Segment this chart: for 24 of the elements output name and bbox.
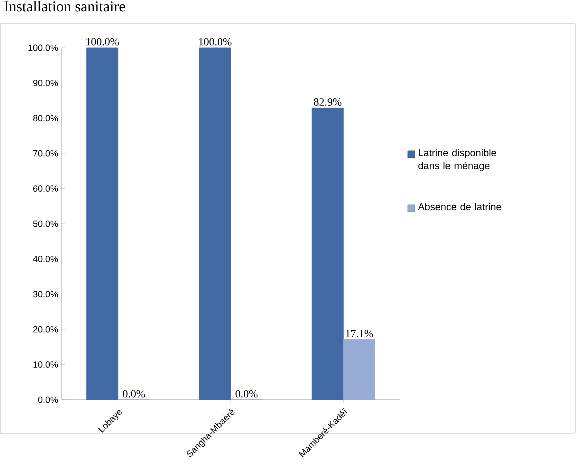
data-label: 17.1% — [346, 330, 374, 338]
data-label: 82.9% — [314, 98, 342, 106]
y-tick-label: 100.0% — [28, 44, 58, 52]
bar — [312, 108, 344, 400]
data-label: 100.0% — [199, 38, 232, 46]
bar — [199, 48, 232, 400]
y-tick-label: 0.0% — [38, 396, 58, 404]
y-tick-label: 60.0% — [34, 186, 58, 192]
chart-title: Installation sanitaire — [4, 1, 126, 12]
bar — [343, 340, 376, 400]
data-label: 100.0% — [86, 38, 120, 46]
legend-label: Latrine disponible dans le ménage — [418, 149, 496, 172]
y-tick-label: 40.0% — [33, 256, 58, 262]
y-tick-label: 20.0% — [34, 326, 58, 333]
y-tick-label: 50.0% — [33, 220, 58, 228]
y-tick-label: 10.0% — [34, 362, 58, 368]
bar — [86, 48, 119, 400]
y-tick-label: 70.0% — [34, 150, 58, 157]
legend-label: Absence de latrine — [418, 203, 502, 210]
y-tick-label: 90.0% — [33, 80, 58, 86]
y-tick-label: 30.0% — [33, 291, 58, 298]
y-tick-label: 80.0% — [33, 115, 58, 122]
data-label: 0.0% — [123, 390, 146, 398]
data-label: 0.0% — [236, 390, 258, 398]
